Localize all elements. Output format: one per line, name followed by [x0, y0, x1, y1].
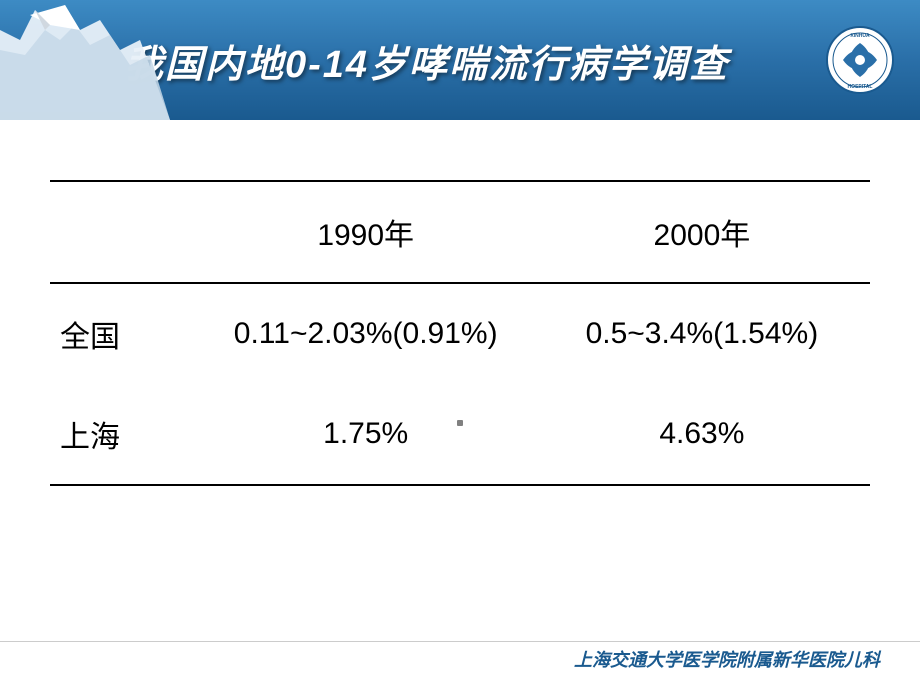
table-header-row: 1990年 2000年 — [50, 181, 870, 283]
footer-divider — [0, 641, 920, 642]
footer-text: 上海交通大学医学院附属新华医院儿科 — [574, 646, 880, 672]
slide-header: 我国内地0-14岁哮喘流行病学调查 XINHUA HOSPITAL — [0, 0, 920, 120]
table-cell: 4.63% — [534, 384, 870, 485]
table-header-cell: 2000年 — [534, 181, 870, 283]
hospital-logo: XINHUA HOSPITAL — [825, 25, 895, 95]
table-header-cell — [50, 181, 198, 283]
table-header-cell: 1990年 — [198, 181, 534, 283]
content-area: 1990年 2000年 全国 0.11~2.03%(0.91%) 0.5~3.4… — [0, 120, 920, 486]
svg-text:HOSPITAL: HOSPITAL — [848, 84, 873, 90]
page-title: 我国内地0-14岁哮喘流行病学调查 — [125, 33, 729, 88]
table-cell: 1.75% — [198, 384, 534, 485]
data-table: 1990年 2000年 全国 0.11~2.03%(0.91%) 0.5~3.4… — [50, 180, 870, 486]
table-row: 全国 0.11~2.03%(0.91%) 0.5~3.4%(1.54%) — [50, 283, 870, 384]
table-cell: 0.11~2.03%(0.91%) — [198, 283, 534, 384]
mountain-icon — [0, 0, 170, 120]
table-cell: 0.5~3.4%(1.54%) — [534, 283, 870, 384]
table-cell: 全国 — [50, 283, 198, 384]
svg-text:XINHUA: XINHUA — [850, 33, 870, 39]
decorative-dot — [457, 420, 463, 426]
table-row: 上海 1.75% 4.63% — [50, 384, 870, 485]
table-cell: 上海 — [50, 384, 198, 485]
